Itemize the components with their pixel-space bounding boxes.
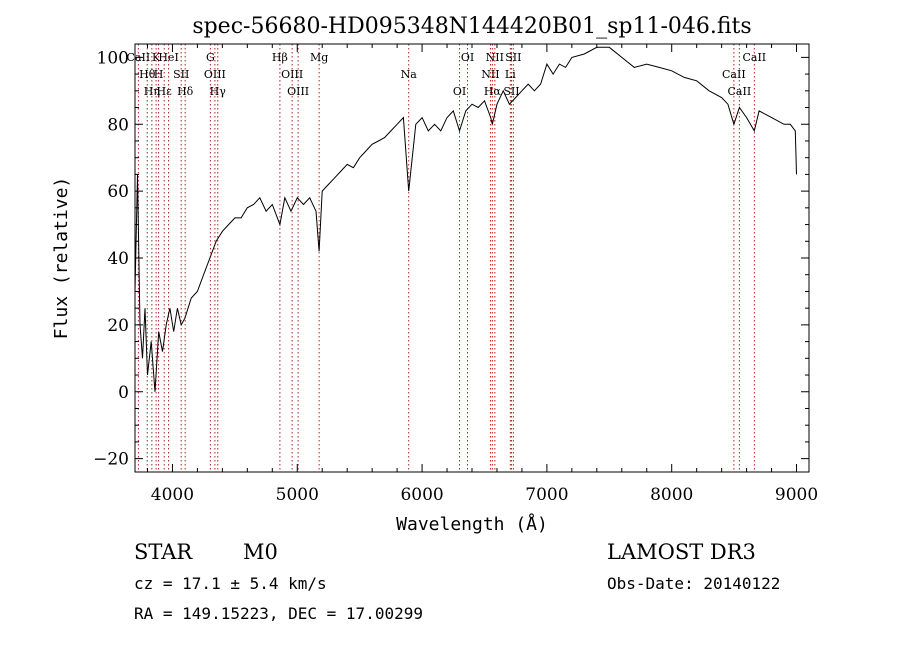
line-label: SII bbox=[503, 85, 519, 98]
line-label: CaII bbox=[722, 68, 746, 81]
axis-ticks: 4000 5000 6000 7000 8000 9000 −20 0 20 40 60 80 100 bbox=[93, 44, 818, 505]
x-tick-label: 9000 bbox=[775, 485, 818, 505]
x-tick-label: 8000 bbox=[650, 485, 693, 505]
x-tick-label: 7000 bbox=[525, 485, 568, 505]
line-label: SII bbox=[505, 51, 521, 64]
line-label: Mg bbox=[310, 51, 328, 64]
line-label: CaII bbox=[728, 85, 752, 98]
line-label: Hθ bbox=[139, 68, 156, 81]
line-label: Hδ bbox=[177, 85, 194, 98]
line-label: Hε bbox=[157, 85, 173, 98]
y-axis-label: Flux (relative) bbox=[51, 177, 72, 340]
line-label: OI bbox=[461, 51, 474, 64]
plot-frame bbox=[134, 43, 810, 473]
line-label: Hγ bbox=[210, 85, 227, 98]
line-label: Hη bbox=[144, 85, 160, 98]
redshift-velocity: cz = 17.1 ± 5.4 km/s bbox=[134, 574, 327, 593]
observation-date: Obs-Date: 20140122 bbox=[607, 574, 781, 593]
line-label: K bbox=[152, 51, 161, 64]
survey-name: LAMOST DR3 bbox=[607, 540, 756, 564]
y-tick-label: 80 bbox=[107, 115, 129, 135]
y-tick-label: 60 bbox=[107, 182, 129, 202]
line-label: OIII bbox=[281, 68, 303, 81]
line-label: H bbox=[154, 68, 164, 81]
line-label: Na bbox=[401, 68, 418, 81]
line-label: G bbox=[206, 51, 215, 64]
line-label: Li bbox=[505, 68, 516, 81]
object-class: STAR bbox=[134, 540, 193, 564]
object-subclass: M0 bbox=[243, 540, 278, 564]
spectral-line-markers bbox=[137, 44, 755, 472]
line-label: SII bbox=[173, 68, 189, 81]
line-label: NII bbox=[486, 51, 504, 64]
line-label: OIII bbox=[204, 68, 226, 81]
y-tick-label: 100 bbox=[97, 48, 129, 68]
x-tick-label: 6000 bbox=[400, 485, 443, 505]
coordinates: RA = 149.15223, DEC = 17.00299 bbox=[134, 604, 423, 623]
line-label: Hβ bbox=[272, 51, 288, 64]
line-label: NII bbox=[481, 68, 499, 81]
y-tick-label: 40 bbox=[107, 249, 129, 269]
line-label: CaII bbox=[742, 51, 766, 64]
spectrum-series-line bbox=[134, 46, 797, 392]
chart-title: spec-56680-HD095348N144420B01_sp11-046.f… bbox=[192, 14, 751, 39]
line-label: OI bbox=[453, 85, 466, 98]
x-tick-label: 4000 bbox=[151, 485, 194, 505]
line-label: Hα bbox=[484, 85, 502, 98]
y-tick-label: 20 bbox=[107, 316, 129, 336]
y-tick-label: −20 bbox=[93, 450, 129, 470]
y-tick-label: 0 bbox=[118, 383, 129, 403]
line-label: HeI bbox=[158, 51, 178, 64]
line-label: OIII bbox=[287, 85, 309, 98]
x-tick-label: 5000 bbox=[276, 485, 319, 505]
spectral-line-labels: CaII Hθ Hη KH Hε HeI SII Hδ G OIII Hγ Hβ OIII OIII Mg N… bbox=[127, 51, 767, 98]
x-axis-label: Wavelength (Å) bbox=[396, 513, 548, 535]
